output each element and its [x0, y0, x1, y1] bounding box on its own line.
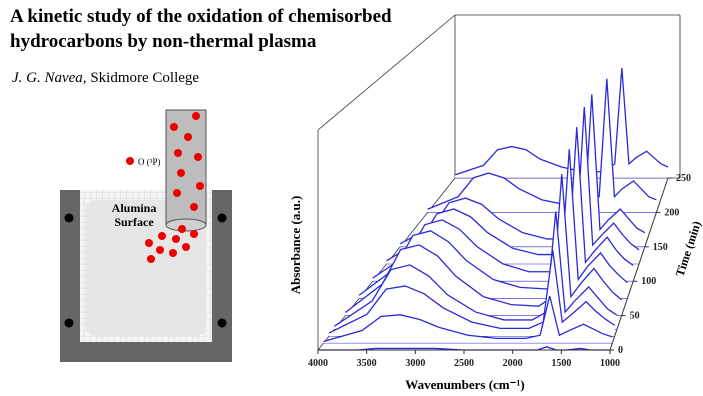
occluder — [318, 346, 610, 350]
tube-end — [165, 218, 207, 232]
spectrum — [345, 174, 623, 313]
screw — [217, 318, 227, 328]
occluder — [427, 78, 657, 213]
y-tick-label: 200 — [664, 207, 679, 218]
y-tick-label: 150 — [653, 242, 668, 253]
oxygen-atoms — [126, 112, 204, 263]
spectrum — [328, 249, 615, 334]
x-tick-label: 1000 — [600, 358, 620, 369]
x-tick-label: 1500 — [551, 358, 571, 369]
y-tick-label: 0 — [618, 345, 623, 356]
x-axis-label: Wavenumbers (cm⁻¹) — [405, 377, 524, 392]
y-tick-label: 50 — [630, 311, 640, 322]
occluder — [323, 295, 613, 344]
x-tick-label: 2000 — [503, 358, 523, 369]
x-tick-label: 3500 — [357, 358, 377, 369]
x-tick-label: 2500 — [454, 358, 474, 369]
y-axis-label: Time (min) — [673, 219, 703, 278]
author: J. G. Navea, Skidmore College — [12, 70, 199, 86]
spectrum — [334, 211, 618, 327]
plot: 4000 3500 3000 2500 2000 1500 1000 0 50 100 150 200… — [308, 67, 691, 369]
spectrum — [358, 149, 628, 296]
screw — [64, 318, 74, 328]
title-line: hydrocarbons by non-thermal plasma — [10, 31, 317, 52]
x-tick-label: 3000 — [405, 358, 425, 369]
z-axis-label: Absorbance (a.u.) — [288, 196, 303, 295]
y-tick-label: 100 — [641, 276, 656, 287]
spectrum — [323, 295, 613, 343]
alumina — [86, 200, 206, 336]
surface-label: Surface — [114, 215, 154, 229]
occluder — [400, 94, 645, 247]
y-tick-label: 250 — [676, 173, 691, 184]
title-line: A kinetic study of the oxidation of chem… — [10, 6, 392, 27]
screw — [217, 213, 227, 223]
author-name: J. G. Navea — [12, 70, 83, 86]
species-label: O (³P) — [138, 157, 160, 167]
affiliation: , Skidmore College — [83, 70, 200, 86]
occluder — [455, 68, 668, 178]
x-tick-label: 4000 — [308, 358, 328, 369]
y-axis — [609, 177, 669, 351]
diagram: Alumina Surface O (³P) — [60, 109, 232, 362]
screw — [64, 213, 74, 223]
surface-label: Alumina — [112, 201, 157, 215]
